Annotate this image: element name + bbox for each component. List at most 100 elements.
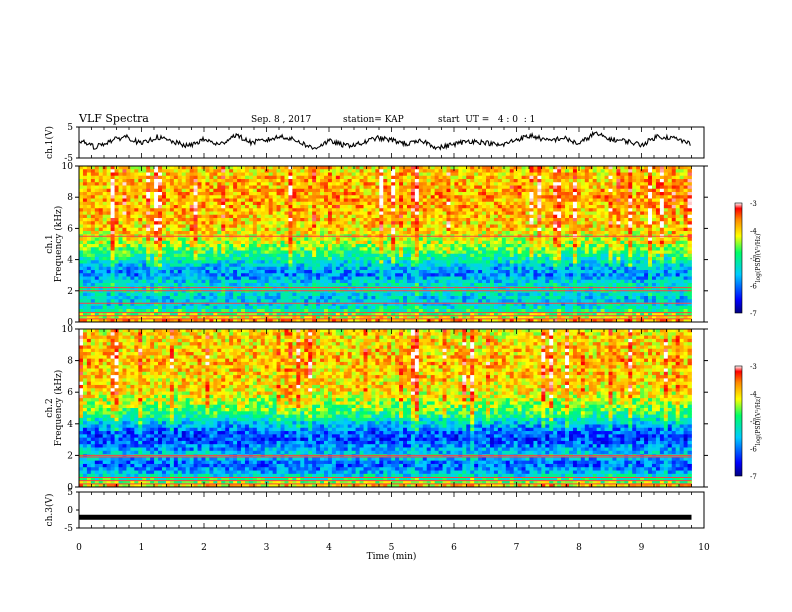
- spectrogram-cell: [521, 266, 526, 271]
- spectrogram-cell: [584, 227, 590, 232]
- spectrogram-cell: [640, 247, 645, 251]
- spectrogram-cell: [284, 179, 289, 183]
- spectrogram-cell: [165, 179, 171, 183]
- spectrogram-cell: [576, 205, 582, 209]
- spectrogram-cell: [118, 172, 123, 177]
- spectrogram-cell: [608, 253, 613, 258]
- spectrogram-cell: [426, 260, 432, 264]
- spectrogram-cell: [264, 227, 270, 232]
- spectrogram-cell: [213, 263, 218, 268]
- spectrogram-cell: [300, 208, 305, 212]
- spectrogram-cell: [489, 227, 495, 232]
- spectrogram-cell: [671, 201, 677, 206]
- spectrogram-cell: [339, 198, 345, 203]
- spectrogram-cell: [387, 198, 392, 203]
- spectrogram-cell: [86, 201, 92, 206]
- spectrogram-cell: [110, 172, 115, 177]
- spectrogram-cell: [209, 175, 214, 180]
- spectrogram-cell: [363, 247, 368, 251]
- spectrogram-cell: [486, 250, 491, 255]
- spectrogram-cell: [486, 237, 491, 242]
- spectrogram-cell: [205, 169, 210, 173]
- spectrogram-cell: [248, 221, 254, 225]
- spectrogram-cell: [181, 218, 187, 222]
- spectrogram-cell: [260, 218, 266, 222]
- spectrogram-cell: [592, 266, 598, 271]
- spectrogram-cell: [541, 214, 546, 219]
- spectrogram-cell: [588, 227, 594, 232]
- spectrogram-cell: [395, 192, 400, 196]
- spectrogram-cell: [584, 169, 590, 173]
- spectrogram-cell: [296, 218, 301, 222]
- spectrogram-cell: [410, 182, 416, 186]
- spectrogram-cell: [383, 218, 388, 222]
- spectrogram-cell: [501, 244, 507, 248]
- spectrogram-cell: [331, 185, 337, 190]
- spectrogram-cell: [189, 227, 194, 232]
- spectrogram-cell: [347, 263, 353, 268]
- spectrogram-cell: [604, 263, 609, 268]
- spectrogram-cell: [576, 201, 582, 206]
- spectrogram-cell: [458, 192, 463, 196]
- spectrogram-cell: [339, 208, 345, 212]
- spectrogram-cell: [126, 211, 131, 216]
- spectrogram-cell: [683, 205, 688, 209]
- spectrogram-cell: [462, 179, 467, 183]
- spectrogram-cell: [395, 253, 400, 258]
- spectrogram-cell: [169, 211, 175, 216]
- spectrogram-cell: [497, 211, 503, 216]
- spectrogram-cell: [458, 227, 463, 232]
- spectrogram-cell: [521, 172, 526, 177]
- spectrogram-cell: [387, 166, 392, 170]
- spectrogram-cell: [489, 244, 495, 248]
- spectrogram-cell: [98, 263, 104, 268]
- spectrogram-cell: [272, 231, 277, 235]
- spectrogram-cell: [118, 227, 123, 232]
- spectrogram-cell: [482, 198, 487, 203]
- spectrogram-cell: [557, 185, 562, 190]
- spectrogram-cell: [82, 247, 88, 251]
- spectrogram-cell: [675, 192, 681, 196]
- spectrogram-cell: [592, 179, 598, 183]
- spectrogram-cell: [276, 182, 281, 186]
- spectrogram-cell: [671, 185, 677, 190]
- spectrogram-cell: [470, 214, 475, 219]
- spectrogram-cell: [94, 257, 100, 261]
- spectrogram-cell: [197, 214, 202, 219]
- spectrogram-cell: [399, 237, 404, 242]
- spectrogram-cell: [450, 214, 455, 219]
- spectrogram-cell: [327, 201, 333, 206]
- spectrogram-cell: [268, 182, 274, 186]
- spectrogram-cell: [324, 172, 329, 177]
- spectrogram-cell: [229, 205, 234, 209]
- spectrogram-cell: [126, 166, 131, 170]
- spectrogram-cell: [482, 188, 487, 193]
- spectrogram-cell: [395, 179, 400, 183]
- spectrogram-cell: [632, 224, 637, 229]
- spectrogram-cell: [620, 263, 625, 268]
- spectrogram-cell: [466, 231, 471, 235]
- spectrogram-cell: [268, 175, 274, 180]
- spectrogram-cell: [189, 221, 194, 225]
- spectrogram-cell: [434, 221, 439, 225]
- spectrogram-cell: [296, 211, 301, 216]
- spectrogram-cell: [110, 224, 115, 229]
- spectrogram-cell: [636, 182, 641, 186]
- spectrogram-cell: [545, 260, 550, 264]
- spectrogram-cell: [292, 218, 297, 222]
- spectrogram-cell: [486, 244, 491, 248]
- spectrogram-cell: [79, 166, 84, 170]
- spectrogram-cell: [466, 201, 471, 206]
- spectrogram-cell: [86, 205, 92, 209]
- spectrogram-cell: [82, 175, 88, 180]
- spectrogram-cell: [86, 263, 92, 268]
- spectrogram-cell: [225, 188, 230, 193]
- spectrogram-cell: [165, 218, 171, 222]
- spectrogram-cell: [241, 231, 246, 235]
- spectrogram-cell: [213, 166, 218, 170]
- spectrogram-cell: [497, 227, 503, 232]
- spectrogram-cell: [399, 257, 404, 261]
- spectrogram-cell: [118, 166, 123, 170]
- spectrogram-cell: [79, 172, 84, 177]
- spectrogram-cell: [529, 244, 534, 248]
